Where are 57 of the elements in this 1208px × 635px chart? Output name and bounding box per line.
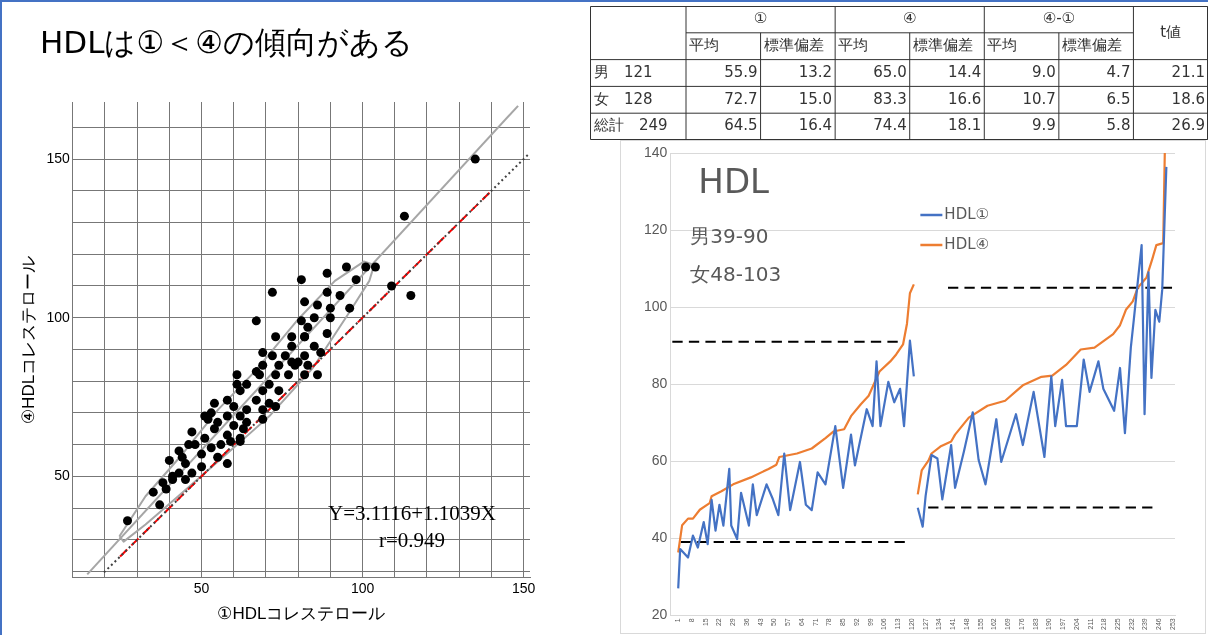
y-tick-label: 120 xyxy=(644,220,668,237)
x-tick-label: 50 xyxy=(193,580,210,597)
annotation: Y=3.1116+1.1039X xyxy=(328,500,496,525)
y-tick-label: 100 xyxy=(644,297,668,314)
data-label: 26.9 xyxy=(1171,116,1205,135)
data-label: 10.7 xyxy=(1022,89,1056,108)
x-tick-label: 100 xyxy=(350,580,375,597)
annotation: 男39-90 xyxy=(690,224,769,248)
y-axis-title: ④HDLコレステロール xyxy=(18,255,38,424)
y-tick-label: 50 xyxy=(54,467,70,484)
y-tick-label: 20 xyxy=(651,606,668,623)
x-tick-label: 平均 xyxy=(689,36,719,55)
x-tick-label: t値 xyxy=(1160,22,1182,41)
text: ① xyxy=(753,9,768,28)
data-label: 72.7 xyxy=(724,89,758,108)
x-tick-label: 標準偏差 xyxy=(763,36,824,55)
x-tick-label: 標準偏差 xyxy=(1061,36,1122,55)
data-label: 5.8 xyxy=(1106,116,1131,135)
text: ④ xyxy=(902,9,917,28)
x-tick-label: 平均 xyxy=(987,36,1018,55)
y-tick-label: 150 xyxy=(46,149,70,166)
data-label: 4.7 xyxy=(1106,62,1131,81)
x-tick-label: 平均 xyxy=(838,36,869,55)
data-label: 9.0 xyxy=(1032,62,1056,81)
x-tick-label: 標準偏差 xyxy=(912,36,973,55)
chart-title: HDL xyxy=(698,161,770,201)
y-tick-label: 女 128 xyxy=(594,89,653,108)
data-label: 6.5 xyxy=(1106,89,1131,108)
data-label: 74.4 xyxy=(873,116,907,135)
data-label: 18.1 xyxy=(947,116,982,135)
chart-title: HDLは①＜④の傾向がある xyxy=(40,23,414,62)
y-tick-label: 80 xyxy=(651,375,668,392)
data-label: 55.9 xyxy=(724,62,758,81)
y-tick-label: 140 xyxy=(644,143,668,160)
text: ④-① xyxy=(1042,9,1076,28)
y-tick-label: 総計 249 xyxy=(593,116,668,135)
legend-label: HDL① xyxy=(944,204,989,223)
data-label: 9.9 xyxy=(1032,116,1056,135)
legend-label: HDL④ xyxy=(944,234,989,253)
annotation: r=0.949 xyxy=(378,527,446,552)
data-label: 15.0 xyxy=(798,89,833,108)
y-tick-label: 60 xyxy=(651,452,668,469)
data-label: 16.6 xyxy=(947,89,982,108)
data-label: 13.2 xyxy=(798,62,833,81)
y-tick-label: 100 xyxy=(46,308,70,325)
data-label: 16.4 xyxy=(798,116,833,135)
data-label: 21.1 xyxy=(1171,62,1205,81)
data-label: 14.4 xyxy=(947,62,982,81)
y-tick-label: 男 121 xyxy=(594,62,653,81)
annotation: 女48-103 xyxy=(690,262,782,286)
data-label: 18.6 xyxy=(1171,89,1205,108)
data-label: 64.5 xyxy=(724,116,758,135)
data-label: 83.3 xyxy=(873,89,907,108)
y-tick-label: 40 xyxy=(651,529,668,546)
data-label: 65.0 xyxy=(873,62,907,81)
x-axis-title: ①HDLコレステロール xyxy=(217,604,386,624)
x-tick-label: 150 xyxy=(511,580,536,597)
